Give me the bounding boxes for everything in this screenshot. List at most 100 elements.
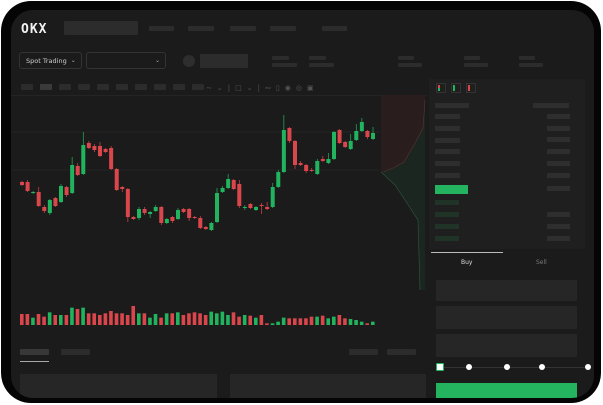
tab-open-orders[interactable] bbox=[20, 349, 49, 355]
candle-body bbox=[320, 159, 325, 161]
stat-value bbox=[519, 63, 543, 67]
nav-item[interactable] bbox=[322, 26, 347, 31]
nav-item[interactable] bbox=[149, 26, 174, 31]
volume-bar bbox=[103, 313, 108, 325]
ask-row bbox=[435, 149, 460, 154]
amount-input[interactable] bbox=[436, 306, 577, 329]
candle-body bbox=[142, 209, 147, 213]
line-chart-icon[interactable]: ∾ bbox=[264, 83, 271, 92]
orderbook-both-icon[interactable] bbox=[436, 83, 446, 93]
volume-bar bbox=[220, 311, 225, 325]
candle-body bbox=[109, 148, 114, 169]
chevron-down-icon[interactable]: ⌄ bbox=[246, 83, 253, 92]
volume-bar bbox=[298, 318, 303, 325]
volume-bar bbox=[98, 315, 102, 325]
stat-label bbox=[519, 56, 535, 60]
volume-bar bbox=[265, 323, 269, 325]
volume-bar bbox=[75, 309, 80, 325]
tab-order-history[interactable] bbox=[61, 349, 90, 355]
timeframe-button[interactable] bbox=[97, 84, 109, 90]
candle-body bbox=[181, 209, 186, 212]
candle-body bbox=[332, 132, 336, 159]
timeframe-button[interactable] bbox=[154, 84, 166, 90]
volume-bar bbox=[281, 317, 286, 325]
price-input[interactable] bbox=[436, 280, 577, 301]
timeframe-button[interactable] bbox=[173, 84, 185, 90]
volume-bar bbox=[137, 313, 141, 325]
timeframe-button[interactable] bbox=[116, 84, 128, 90]
candle-body bbox=[348, 141, 353, 149]
volume-bar bbox=[31, 317, 35, 325]
orderbook-buy-icon[interactable] bbox=[451, 83, 461, 93]
slider-stop-50[interactable] bbox=[504, 364, 510, 370]
volume-bar bbox=[176, 312, 180, 325]
candle-body bbox=[198, 218, 203, 228]
candle-body bbox=[343, 142, 348, 147]
candle-body bbox=[137, 209, 141, 218]
ruler-icon[interactable]: ▯ bbox=[275, 83, 280, 92]
candle-body bbox=[309, 170, 314, 171]
stat-label bbox=[398, 56, 414, 60]
volume-bar bbox=[42, 316, 46, 325]
timeframe-button[interactable] bbox=[59, 84, 71, 90]
search-placeholder[interactable] bbox=[64, 21, 138, 35]
slider-stop-100[interactable] bbox=[585, 364, 591, 370]
bid-row bbox=[435, 212, 459, 217]
candle-body bbox=[70, 165, 75, 193]
slider-stop-25[interactable] bbox=[466, 364, 472, 370]
layout-icon[interactable]: □ bbox=[235, 83, 242, 92]
pair-dropdown[interactable]: ⌄ bbox=[86, 52, 166, 69]
candle-body bbox=[265, 207, 270, 209]
chart-tools: ∼ ⌄ | □ ⌄ | ∾ ▯ ◉ ◎ ▣ bbox=[206, 83, 314, 92]
fullscreen-icon[interactable]: ▣ bbox=[306, 83, 314, 92]
timeframe-button[interactable] bbox=[40, 84, 52, 90]
settings-icon[interactable]: ◎ bbox=[295, 83, 302, 92]
chevron-down-icon: ⌄ bbox=[70, 56, 76, 64]
volume-bar bbox=[231, 312, 236, 325]
candle-body bbox=[42, 207, 47, 211]
nav-item[interactable] bbox=[270, 26, 296, 31]
camera-icon[interactable]: ◉ bbox=[284, 83, 291, 92]
divider bbox=[11, 95, 427, 96]
tab-buy[interactable]: Buy bbox=[461, 259, 473, 266]
filter-button[interactable] bbox=[349, 349, 378, 355]
amount-slider-track[interactable] bbox=[439, 367, 589, 368]
ask-size bbox=[547, 137, 570, 142]
volume-bar bbox=[25, 314, 30, 325]
nav-item[interactable] bbox=[230, 26, 256, 31]
buy-button[interactable] bbox=[436, 383, 577, 398]
candle-body bbox=[53, 198, 58, 206]
filter-button[interactable] bbox=[387, 349, 416, 355]
timeframe-button[interactable] bbox=[192, 84, 204, 90]
ask-row bbox=[435, 138, 460, 143]
indicator-icon[interactable]: ∼ bbox=[206, 83, 212, 92]
market-dropdown[interactable]: Spot Trading ⌄ bbox=[19, 52, 82, 69]
candle-body bbox=[114, 169, 119, 190]
stat-value bbox=[398, 63, 422, 67]
volume-bar bbox=[354, 320, 358, 325]
timeframe-button[interactable] bbox=[78, 84, 90, 90]
candle-body bbox=[254, 207, 258, 210]
timeframe-button[interactable] bbox=[21, 84, 33, 90]
depth-bids-line bbox=[380, 171, 421, 291]
ask-size bbox=[547, 186, 570, 191]
nav-item[interactable] bbox=[188, 26, 214, 31]
volume-bar bbox=[109, 311, 113, 325]
timeframe-button[interactable] bbox=[135, 84, 147, 90]
stat-value bbox=[309, 63, 334, 67]
slider-handle[interactable] bbox=[436, 363, 444, 371]
volume-bar bbox=[153, 314, 158, 325]
price-placeholder bbox=[200, 54, 248, 68]
orderbook-sell-icon[interactable] bbox=[466, 83, 476, 93]
candle-body bbox=[293, 141, 297, 165]
tab-sell[interactable]: Sell bbox=[536, 259, 547, 266]
volume-bar bbox=[343, 318, 347, 325]
candle-body bbox=[98, 146, 102, 156]
last-price bbox=[435, 185, 468, 194]
chevron-down-icon[interactable]: ⌄ bbox=[216, 83, 223, 92]
stat-value bbox=[464, 63, 488, 67]
total-input[interactable] bbox=[436, 334, 577, 357]
volume-bar bbox=[120, 313, 124, 325]
slider-stop-75[interactable] bbox=[539, 364, 545, 370]
